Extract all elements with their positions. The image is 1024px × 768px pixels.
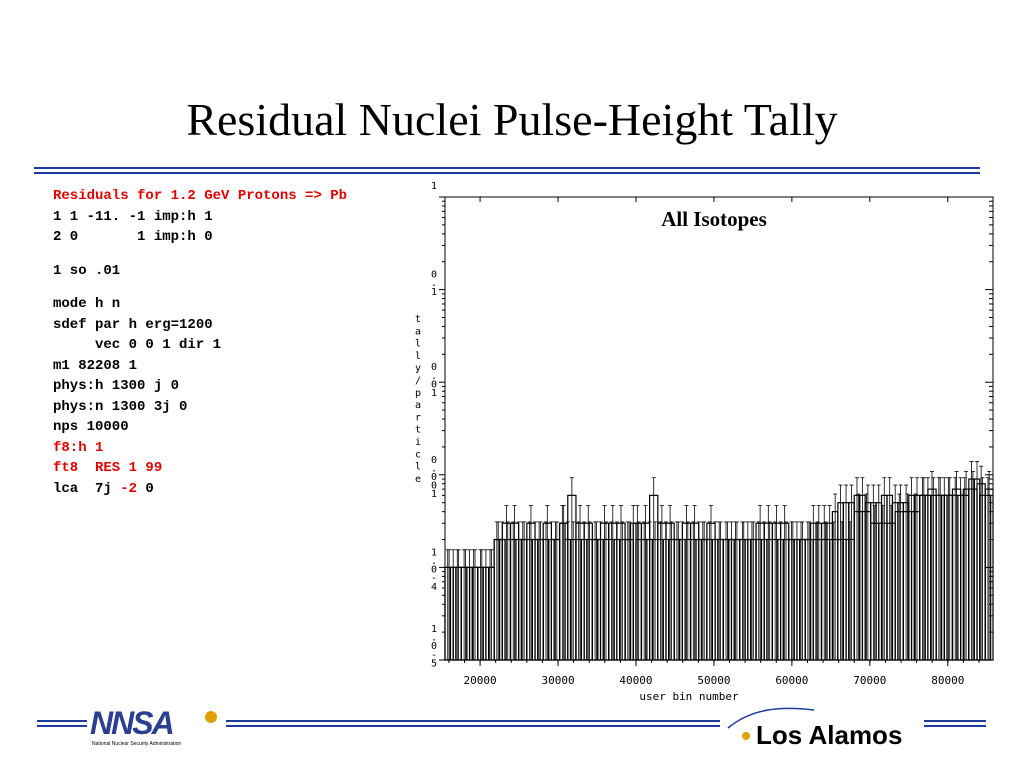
los-alamos-logo-icon: Los Alamos (727, 707, 902, 750)
y-axis-label: t a l l y / p a r t i c l e (415, 314, 421, 485)
code-line: 1 1 -11. -1 imp:h 1 (53, 207, 347, 228)
code-line: vec 0 0 1 dir 1 (53, 335, 347, 356)
code-line: 2 0 1 imp:h 0 (53, 227, 347, 248)
code-segment: m1 82208 1 (53, 357, 138, 374)
x-tick-label: 70000 (853, 674, 886, 687)
x-tick-label: 60000 (775, 674, 808, 687)
code-segment: phys:n 1300 3j 0 (53, 398, 188, 415)
bottom-rule-mid (226, 720, 720, 722)
x-tick-label: 20000 (464, 674, 497, 687)
code-segment: vec 0 0 1 dir 1 (53, 337, 222, 353)
bottom-rule-left-2 (37, 725, 87, 727)
code-segment: Residuals for 1.2 GeV Protons => Pb (53, 188, 348, 204)
code-segment: 1 so .01 (53, 262, 121, 279)
code-line: sdef par h erg=1200 (53, 315, 347, 336)
code-line: nps 10000 (53, 417, 347, 438)
code-segment: sdef par h erg=1200 (53, 316, 213, 333)
code-line: phys:h 1300 j 0 (53, 376, 347, 397)
chart-title: All Isotopes (661, 207, 767, 231)
code-segment: ft8 RES 1 99 (53, 460, 163, 476)
code-line: f8:h 1 (53, 438, 347, 459)
code-segment: -2 (120, 480, 138, 497)
code-line: Residuals for 1.2 GeV Protons => Pb (53, 186, 347, 207)
x-axis-label: user bin number (639, 690, 739, 703)
code-line: mode h n (53, 294, 347, 315)
nnsa-logo-star (205, 711, 217, 723)
top-rule-2 (34, 172, 980, 174)
y-tick-label: 1. 0 -5 (431, 624, 437, 669)
code-segment: mode h n (53, 296, 121, 312)
nnsa-logo-text: NNSA (90, 705, 173, 741)
code-line: lca 7j -2 0 (53, 479, 347, 500)
x-tick-label: 80000 (931, 674, 964, 687)
mcnp-input-listing: Residuals for 1.2 GeV Protons => Pb 1 1 -… (53, 186, 347, 499)
code-line: phys:n 1300 3j 0 (53, 397, 347, 418)
y-tick-label: 0.1 (431, 270, 437, 298)
code-segment: 1 1 -11. -1 imp:h 1 (53, 208, 213, 225)
code-line: 1 so .01 (53, 261, 347, 282)
slide-title: Residual Nuclei Pulse-Height Tally (186, 94, 838, 145)
code-line: ft8 RES 1 99 (53, 458, 347, 479)
top-rule (34, 167, 980, 169)
y-tick-label: 1. 0 -4 (431, 547, 437, 592)
code-segment: 0 (137, 480, 154, 497)
los-alamos-logo-text: Los Alamos (756, 720, 902, 750)
y-tick-label: 1 (431, 181, 437, 192)
code-segment: phys:h 1300 j 0 (53, 378, 180, 394)
code-line: m1 82208 1 (53, 356, 347, 377)
bottom-rule-left (37, 720, 87, 722)
bottom-rule-right-2 (924, 725, 986, 727)
code-segment: nps 10000 (53, 419, 129, 435)
code-segment: lca 7j (53, 480, 121, 497)
x-tick-label: 30000 (541, 674, 574, 687)
x-tick-label: 40000 (619, 674, 652, 687)
nnsa-logo-subtext: National Nuclear Security Administration (92, 741, 181, 747)
nnsa-logo-icon: NNSA National Nuclear Security Administr… (90, 705, 217, 747)
x-tick-label: 50000 (697, 674, 730, 687)
bottom-rule-right (924, 720, 986, 722)
bottom-rule-mid-2 (226, 725, 720, 727)
code-segment: f8:h 1 (53, 439, 104, 456)
code-segment: 2 0 1 imp:h 0 (53, 229, 213, 245)
